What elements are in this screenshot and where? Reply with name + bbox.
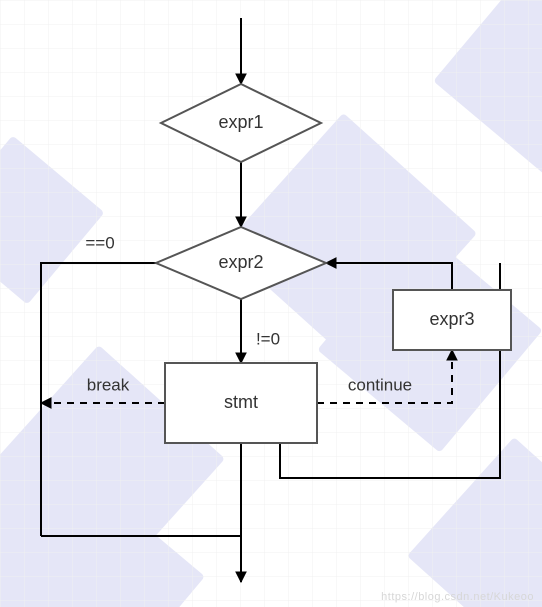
node-label-stmt: stmt — [224, 392, 258, 412]
node-label-expr3: expr3 — [429, 309, 474, 329]
edge-label-e2-zero: ==0 — [85, 233, 114, 252]
edge-label-e2-stmt: !=0 — [256, 329, 280, 348]
node-label-expr1: expr1 — [218, 112, 263, 132]
edge-label-continue: continue — [348, 375, 412, 394]
node-label-expr2: expr2 — [218, 252, 263, 272]
edge-label-break: break — [87, 375, 130, 394]
flowchart-svg: !=0 ==0 break continue expr1 expr2 stmt expr3 — [0, 0, 542, 607]
node-expr3: expr3 — [393, 290, 511, 350]
diagram-stage: !=0==0breakcontinueexpr1expr2stmtexpr3 h… — [0, 0, 542, 607]
node-stmt: stmt — [165, 363, 317, 443]
